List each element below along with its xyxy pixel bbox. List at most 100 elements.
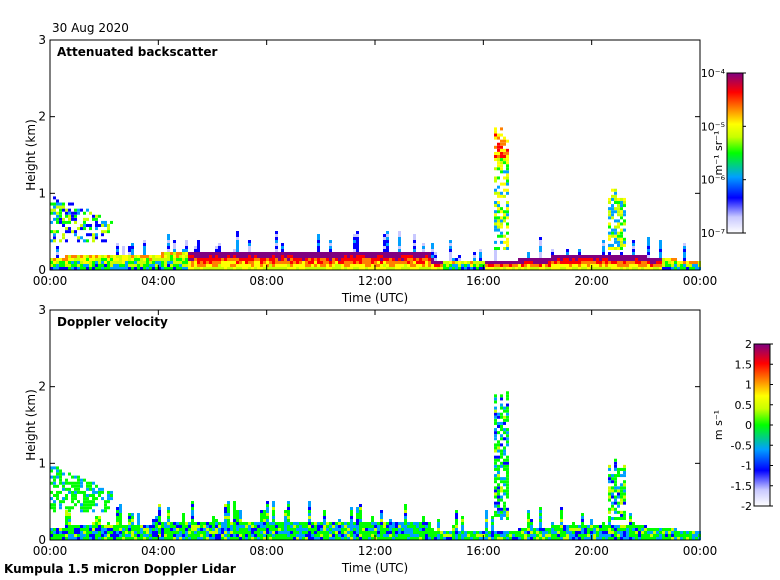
heatmap-cell xyxy=(494,437,497,441)
heatmap-cell xyxy=(500,464,503,468)
heatmap-cell xyxy=(302,261,305,264)
heatmap-cell xyxy=(317,261,320,264)
heatmap-cell xyxy=(179,525,182,528)
heatmap-cell xyxy=(491,516,494,519)
heatmap-cell xyxy=(470,267,473,270)
heatmap-cell xyxy=(317,255,320,258)
x-tick-label: 20:00 xyxy=(574,544,609,558)
heatmap-cell xyxy=(83,503,86,507)
heatmap-cell xyxy=(365,261,368,264)
heatmap-cell xyxy=(641,255,644,258)
heatmap-cell xyxy=(218,243,221,246)
heatmap-cell xyxy=(167,246,170,249)
heatmap-cell xyxy=(560,255,563,258)
heatmap-cell xyxy=(425,267,428,270)
heatmap-cell xyxy=(65,519,68,522)
heatmap-cell xyxy=(641,528,644,531)
heatmap-cell xyxy=(248,255,251,258)
heatmap-cell xyxy=(497,455,500,459)
heatmap-cell xyxy=(494,155,497,158)
heatmap-cell xyxy=(260,534,263,537)
heatmap-cell xyxy=(83,528,86,531)
heatmap-cell xyxy=(314,264,317,267)
heatmap-cell xyxy=(506,537,509,540)
x-tick-label: 16:00 xyxy=(466,274,501,288)
heatmap-cell xyxy=(581,255,584,258)
heatmap-cell xyxy=(95,490,98,494)
heatmap-cell xyxy=(455,264,458,267)
heatmap-cell xyxy=(653,528,656,531)
heatmap-cell xyxy=(539,267,542,270)
heatmap-cell xyxy=(68,227,71,231)
heatmap-cell xyxy=(383,258,386,261)
heatmap-cell xyxy=(377,537,380,540)
heatmap-cell xyxy=(104,534,107,537)
heatmap-cell xyxy=(617,207,620,211)
heatmap-cell xyxy=(116,267,119,270)
heatmap-cell xyxy=(479,258,482,261)
heatmap-cell xyxy=(236,255,239,258)
heatmap-cell xyxy=(608,537,611,540)
heatmap-cell xyxy=(467,261,470,264)
colorbar-ticks: 10⁻⁷10⁻⁶10⁻⁵10⁻⁴ xyxy=(701,67,746,240)
heatmap-cell xyxy=(71,258,74,261)
heatmap-cell xyxy=(116,510,119,513)
heatmap-cell xyxy=(503,176,506,180)
heatmap-cell xyxy=(683,252,686,255)
heatmap-cell xyxy=(422,252,425,255)
heatmap-cell xyxy=(62,534,65,537)
heatmap-cell xyxy=(83,227,86,231)
heatmap-cell xyxy=(284,258,287,261)
heatmap-cell xyxy=(59,220,62,224)
heatmap-cell xyxy=(56,246,59,249)
heatmap-cell xyxy=(332,252,335,255)
heatmap-cell xyxy=(377,252,380,255)
heatmap-cell xyxy=(155,264,158,267)
heatmap-cell xyxy=(344,267,347,270)
heatmap-cell xyxy=(494,455,497,459)
heatmap-cell xyxy=(392,537,395,540)
heatmap-cell xyxy=(74,503,77,507)
heatmap-cell xyxy=(497,207,500,211)
heatmap-cell xyxy=(497,486,500,490)
heatmap-cell xyxy=(236,510,239,513)
heatmap-cell xyxy=(491,531,494,534)
heatmap-cell xyxy=(620,483,623,487)
heatmap-cell xyxy=(413,264,416,267)
heatmap-cell xyxy=(365,522,368,525)
heatmap-cell xyxy=(140,264,143,267)
heatmap-cell xyxy=(50,230,53,234)
heatmap-cell xyxy=(326,267,329,270)
heatmap-cell xyxy=(584,258,587,261)
heatmap-cell xyxy=(614,517,617,520)
heatmap-cell xyxy=(275,258,278,261)
heatmap-cell xyxy=(203,537,206,540)
heatmap-cell xyxy=(332,525,335,528)
heatmap-cell xyxy=(86,481,89,485)
heatmap-cell xyxy=(611,480,614,484)
heatmap-cell xyxy=(551,255,554,258)
heatmap-cell xyxy=(110,528,113,531)
heatmap-cell xyxy=(500,428,503,432)
heatmap-cell xyxy=(506,443,509,447)
heatmap-cell xyxy=(494,409,497,413)
heatmap-cell xyxy=(467,537,470,540)
heatmap-cell xyxy=(182,528,185,531)
heatmap-cell xyxy=(119,255,122,258)
heatmap-cell xyxy=(347,531,350,534)
heatmap-cell xyxy=(611,261,614,264)
heatmap-cell xyxy=(170,537,173,540)
heatmap-cell xyxy=(77,531,80,534)
heatmap-cell xyxy=(587,531,590,534)
heatmap-cell xyxy=(101,220,104,224)
heatmap-cell xyxy=(608,237,611,241)
heatmap-cell xyxy=(353,234,356,237)
heatmap-cell xyxy=(602,255,605,258)
heatmap-cell xyxy=(218,258,221,261)
heatmap-cell xyxy=(350,519,353,522)
heatmap-cell xyxy=(392,534,395,537)
heatmap-cell xyxy=(623,492,626,496)
heatmap-cell xyxy=(560,537,563,540)
heatmap-cell xyxy=(101,233,104,237)
heatmap-cell xyxy=(461,264,464,267)
